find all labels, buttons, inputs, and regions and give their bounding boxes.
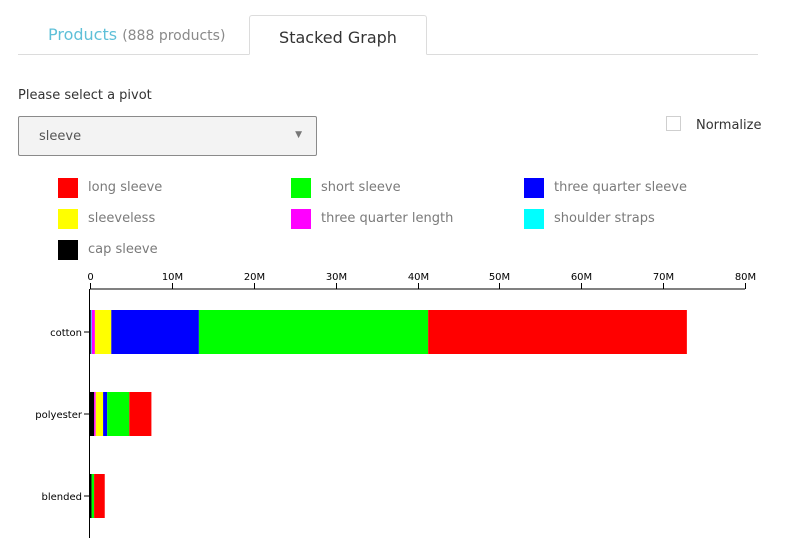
x-tick-label: 80M — [735, 272, 756, 283]
tab-products-label: Products — [48, 25, 118, 44]
y-tick-label: blended — [42, 492, 82, 503]
tab-products[interactable]: Products (888 products) — [18, 16, 248, 54]
y-tick-label: cotton — [50, 328, 82, 339]
pivot-select[interactable]: sleeve ▼ — [18, 116, 317, 156]
x-tick-label: 10M — [162, 272, 183, 283]
x-tick-label: 50M — [489, 272, 510, 283]
bar-segment — [428, 310, 687, 354]
bar-segment — [91, 310, 95, 354]
bar-segment — [91, 474, 95, 518]
legend-label: long sleeve — [88, 180, 163, 195]
pivot-select-value: sleeve — [39, 129, 82, 144]
pivot-label: Please select a pivot — [18, 88, 152, 103]
x-tick-label: 0 — [87, 272, 93, 283]
bar-segment — [90, 392, 95, 436]
y-tick-label: polyester — [35, 410, 83, 421]
legend-label: short sleeve — [321, 180, 401, 195]
bar-segment — [94, 310, 112, 354]
bar-segment — [103, 392, 108, 436]
legend-label: three quarter length — [321, 211, 454, 226]
x-tick-label: 60M — [571, 272, 592, 283]
legend-swatch — [524, 209, 544, 229]
legend-swatch — [524, 178, 544, 198]
tab-stacked-graph[interactable]: Stacked Graph — [249, 15, 427, 55]
x-tick-label: 20M — [244, 272, 265, 283]
x-tick-label: 40M — [408, 272, 429, 283]
x-tick-label: 30M — [326, 272, 347, 283]
legend-swatch — [291, 209, 311, 229]
bar-segment — [111, 310, 199, 354]
legend-label: three quarter sleeve — [554, 180, 687, 195]
bar-segment — [94, 392, 96, 436]
chevron-down-icon: ▼ — [295, 130, 302, 140]
legend-swatch — [58, 209, 78, 229]
bar-segment — [90, 310, 92, 354]
normalize-label: Normalize — [696, 118, 762, 133]
legend-swatch — [58, 178, 78, 198]
bar-segment — [107, 392, 130, 436]
legend-swatch — [291, 178, 311, 198]
normalize-checkbox[interactable] — [666, 116, 681, 131]
bar-segment — [90, 310, 91, 354]
tab-products-count: (888 products) — [122, 28, 226, 44]
bar-segment — [94, 474, 105, 518]
bar-segment — [129, 392, 152, 436]
legend-swatch — [58, 240, 78, 260]
bar-segment — [90, 474, 92, 518]
bar-segment — [198, 310, 429, 354]
bar-segment — [95, 392, 104, 436]
legend-label: shoulder straps — [554, 211, 655, 226]
x-tick-label: 70M — [653, 272, 674, 283]
legend-label: cap sleeve — [88, 242, 158, 257]
tab-stacked-graph-label: Stacked Graph — [279, 28, 397, 47]
legend-label: sleeveless — [88, 211, 156, 226]
